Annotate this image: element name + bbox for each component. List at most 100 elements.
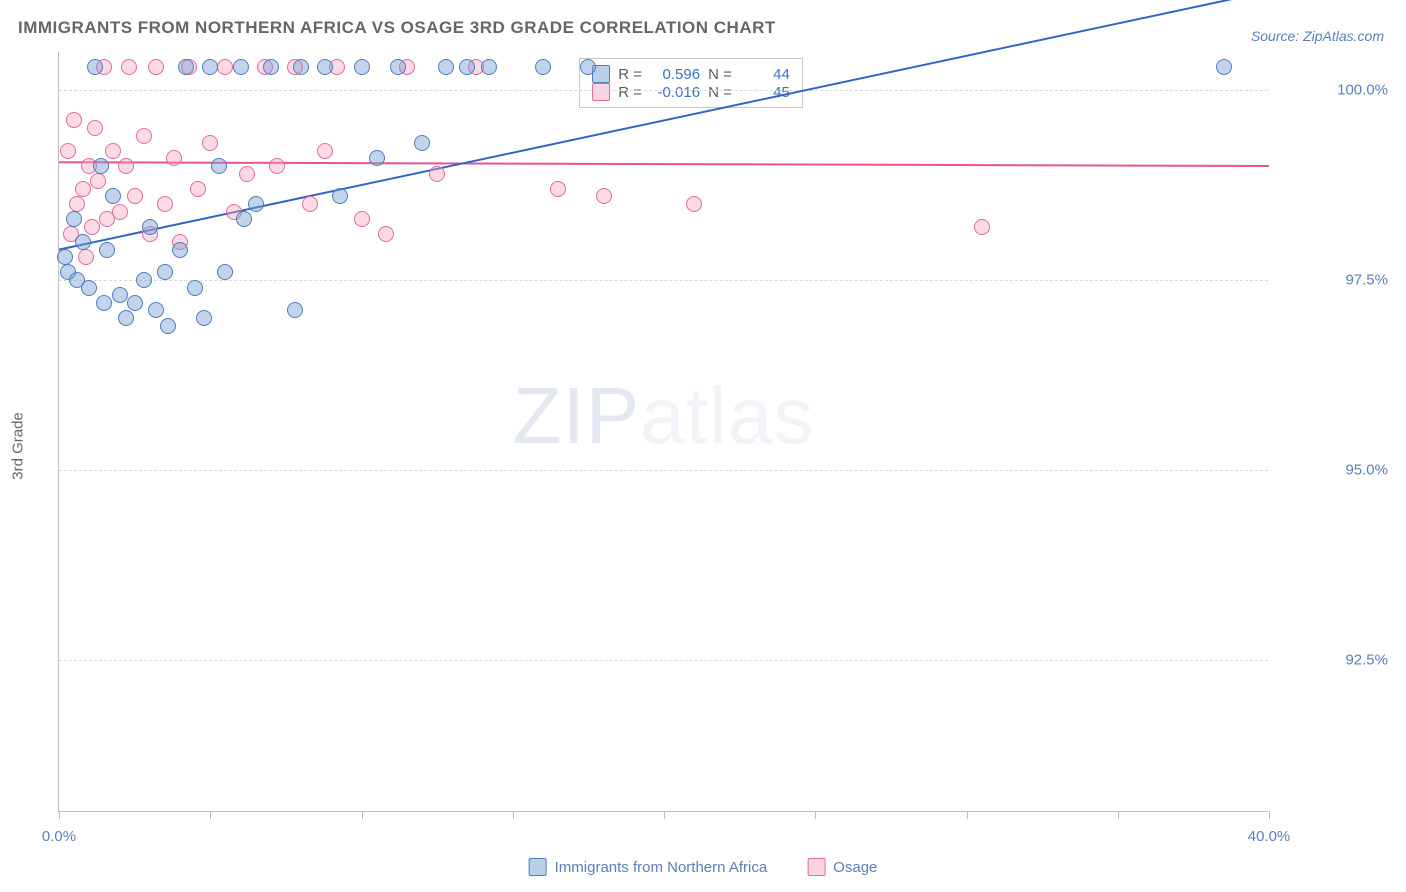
- data-point-blue: [196, 310, 212, 326]
- data-point-blue: [81, 280, 97, 296]
- data-point-blue: [438, 59, 454, 75]
- data-point-blue: [142, 219, 158, 235]
- legend-item-blue: Immigrants from Northern Africa: [529, 858, 768, 876]
- data-point-pink: [148, 59, 164, 75]
- data-point-blue: [248, 196, 264, 212]
- data-point-blue: [172, 242, 188, 258]
- data-point-blue: [66, 211, 82, 227]
- data-point-pink: [686, 196, 702, 212]
- data-point-blue: [414, 135, 430, 151]
- data-point-blue: [293, 59, 309, 75]
- data-point-pink: [166, 150, 182, 166]
- data-point-pink: [127, 188, 143, 204]
- data-point-pink: [974, 219, 990, 235]
- data-point-blue: [287, 302, 303, 318]
- data-point-blue: [105, 188, 121, 204]
- x-tick: [513, 811, 514, 819]
- data-point-pink: [69, 196, 85, 212]
- source-prefix: Source:: [1251, 28, 1303, 44]
- data-point-blue: [75, 234, 91, 250]
- data-point-blue: [99, 242, 115, 258]
- data-point-blue: [202, 59, 218, 75]
- data-point-pink: [269, 158, 285, 174]
- x-tick-label: 40.0%: [1248, 828, 1291, 845]
- data-point-pink: [118, 158, 134, 174]
- data-point-blue: [127, 295, 143, 311]
- data-point-blue: [136, 272, 152, 288]
- data-point-pink: [596, 188, 612, 204]
- data-point-blue: [211, 158, 227, 174]
- x-tick: [362, 811, 363, 819]
- data-point-blue: [390, 59, 406, 75]
- data-point-blue: [580, 59, 596, 75]
- legend-label: Immigrants from Northern Africa: [555, 859, 768, 876]
- data-point-pink: [429, 166, 445, 182]
- data-point-blue: [112, 287, 128, 303]
- data-point-pink: [217, 59, 233, 75]
- y-tick-label: 95.0%: [1278, 462, 1388, 479]
- data-point-pink: [239, 166, 255, 182]
- data-point-pink: [157, 196, 173, 212]
- data-point-blue: [233, 59, 249, 75]
- data-point-pink: [90, 173, 106, 189]
- data-point-blue: [217, 264, 233, 280]
- data-point-pink: [84, 219, 100, 235]
- data-point-blue: [317, 59, 333, 75]
- data-point-pink: [75, 181, 91, 197]
- y-tick-label: 97.5%: [1278, 272, 1388, 289]
- source-name: ZipAtlas.com: [1303, 28, 1384, 44]
- data-point-blue: [481, 59, 497, 75]
- data-point-blue: [263, 59, 279, 75]
- bottom-legend: Immigrants from Northern Africa Osage: [529, 858, 878, 876]
- data-point-blue: [369, 150, 385, 166]
- data-point-blue: [160, 318, 176, 334]
- x-tick: [664, 811, 665, 819]
- plot-area: ZIPatlas R = 0.596 N = 44 R = -0.016 N =…: [58, 52, 1268, 812]
- data-point-blue: [96, 295, 112, 311]
- y-axis-label: 3rd Grade: [10, 412, 27, 480]
- data-point-pink: [87, 120, 103, 136]
- data-point-pink: [550, 181, 566, 197]
- data-point-pink: [302, 196, 318, 212]
- x-tick: [967, 811, 968, 819]
- trend-lines: [59, 52, 1269, 812]
- data-point-blue: [459, 59, 475, 75]
- data-point-blue: [1216, 59, 1232, 75]
- source-attribution: Source: ZipAtlas.com: [1251, 28, 1384, 44]
- data-point-blue: [535, 59, 551, 75]
- data-point-blue: [148, 302, 164, 318]
- data-point-blue: [93, 158, 109, 174]
- legend-item-pink: Osage: [807, 858, 877, 876]
- data-point-blue: [354, 59, 370, 75]
- x-tick-label: 0.0%: [42, 828, 76, 845]
- swatch-pink-icon: [807, 858, 825, 876]
- x-tick: [210, 811, 211, 819]
- data-point-pink: [317, 143, 333, 159]
- swatch-blue-icon: [529, 858, 547, 876]
- y-tick-label: 100.0%: [1278, 82, 1388, 99]
- data-point-pink: [112, 204, 128, 220]
- data-point-blue: [118, 310, 134, 326]
- data-point-blue: [332, 188, 348, 204]
- x-tick: [1118, 811, 1119, 819]
- data-point-blue: [236, 211, 252, 227]
- y-tick-label: 92.5%: [1278, 652, 1388, 669]
- data-point-pink: [190, 181, 206, 197]
- x-tick: [1269, 811, 1270, 819]
- data-point-pink: [202, 135, 218, 151]
- data-point-blue: [187, 280, 203, 296]
- data-point-blue: [178, 59, 194, 75]
- data-point-pink: [121, 59, 137, 75]
- chart-title: IMMIGRANTS FROM NORTHERN AFRICA VS OSAGE…: [18, 18, 776, 38]
- data-point-blue: [87, 59, 103, 75]
- data-point-pink: [136, 128, 152, 144]
- x-tick: [59, 811, 60, 819]
- data-point-pink: [78, 249, 94, 265]
- trend-pink: [59, 162, 1269, 166]
- data-point-pink: [60, 143, 76, 159]
- data-point-pink: [105, 143, 121, 159]
- legend-label: Osage: [833, 859, 877, 876]
- data-point-pink: [378, 226, 394, 242]
- data-point-pink: [354, 211, 370, 227]
- data-point-pink: [66, 112, 82, 128]
